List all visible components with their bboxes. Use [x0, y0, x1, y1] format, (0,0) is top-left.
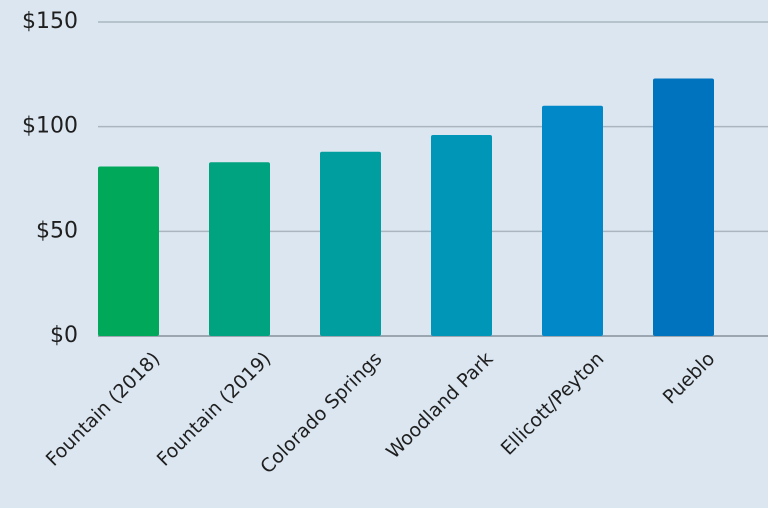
x-category-label: Fountain (2018) — [42, 348, 165, 471]
bars — [98, 78, 714, 337]
bar-4 — [431, 135, 492, 336]
bar-3 — [320, 151, 381, 336]
bar-6 — [653, 78, 714, 337]
bar-1 — [98, 166, 159, 336]
x-category-label: Fountain (2019) — [153, 348, 276, 471]
x-axis-category-labels: Fountain (2018)Fountain (2019)Colorado S… — [42, 348, 720, 478]
x-category-label: Pueblo — [659, 348, 720, 409]
y-tick-label: $150 — [22, 9, 78, 34]
y-tick-label: $0 — [50, 323, 78, 348]
x-category-label: Ellicott/Peyton — [497, 348, 609, 460]
x-category-label: Colorado Springs — [256, 348, 386, 478]
bar-5 — [542, 105, 603, 336]
bar-2 — [209, 162, 270, 336]
y-axis-tick-labels: $0 $50 $100 $150 — [22, 9, 78, 348]
x-category-label: Woodland Park — [382, 348, 497, 463]
y-tick-label: $100 — [22, 114, 78, 139]
y-tick-label: $50 — [36, 218, 78, 243]
